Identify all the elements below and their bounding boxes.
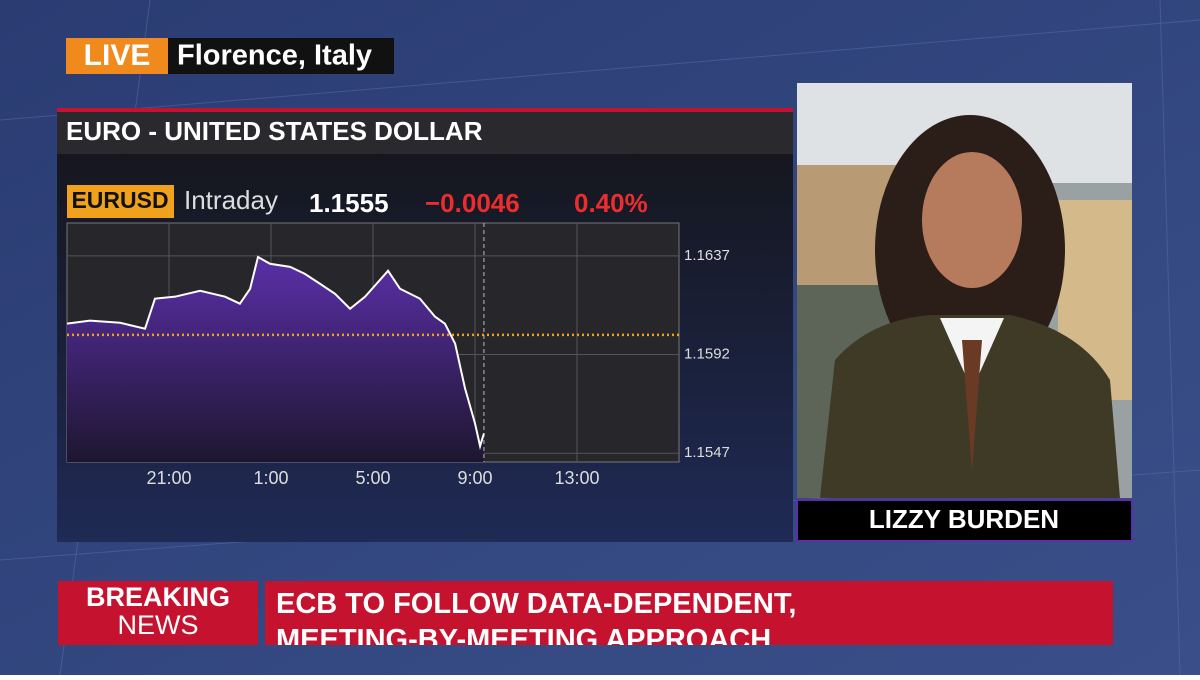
price-line bbox=[66, 255, 485, 451]
headline: ECB TO FOLLOW DATA-DEPENDENT, MEETING-BY… bbox=[276, 588, 797, 656]
location-box bbox=[168, 38, 394, 74]
y-tick-label: 1.1637 bbox=[684, 247, 730, 264]
x-tick-label: 13:00 bbox=[554, 468, 599, 488]
percent-change: 0.40% bbox=[574, 188, 648, 218]
y-tick-label: 1.1547 bbox=[684, 444, 730, 461]
tie bbox=[962, 340, 982, 470]
period: Intraday bbox=[184, 185, 278, 215]
live-label: LIVE bbox=[84, 39, 151, 72]
headline-box: ECB TO FOLLOW DATA-DEPENDENT, MEETING-BY… bbox=[276, 588, 797, 656]
symbol-badge bbox=[67, 185, 174, 218]
speaker-name: LIZZY BURDEN bbox=[869, 504, 1059, 534]
chart-title: EURO - UNITED STATES DOLLAR bbox=[66, 116, 483, 146]
breaking-badge bbox=[58, 581, 258, 645]
face bbox=[922, 152, 1022, 288]
breaking-label: BREAKING bbox=[86, 582, 230, 612]
news-label: NEWS bbox=[118, 610, 199, 640]
area bbox=[67, 256, 484, 462]
live-badge bbox=[66, 38, 168, 74]
location: Florence, Italy bbox=[177, 40, 372, 72]
y-tick-label: 1.1592 bbox=[684, 346, 730, 363]
last-price: 1.1555 bbox=[309, 188, 389, 218]
symbol: EURUSD bbox=[71, 187, 168, 213]
x-tick-label: 5:00 bbox=[355, 468, 390, 488]
price-change: −0.0046 bbox=[425, 188, 520, 218]
panel-accent bbox=[57, 108, 793, 112]
name-bar bbox=[796, 499, 1133, 542]
headline-bar bbox=[265, 581, 1113, 645]
x-tick-label: 9:00 bbox=[457, 468, 492, 488]
title-bar bbox=[57, 112, 793, 154]
x-tick-label: 1:00 bbox=[253, 468, 288, 488]
plot: 21:00 1:00 5:00 9:00 13:00 1.1547 1.1592 1.1637 bbox=[66, 223, 730, 488]
x-tick-label: 21:00 bbox=[146, 468, 191, 488]
